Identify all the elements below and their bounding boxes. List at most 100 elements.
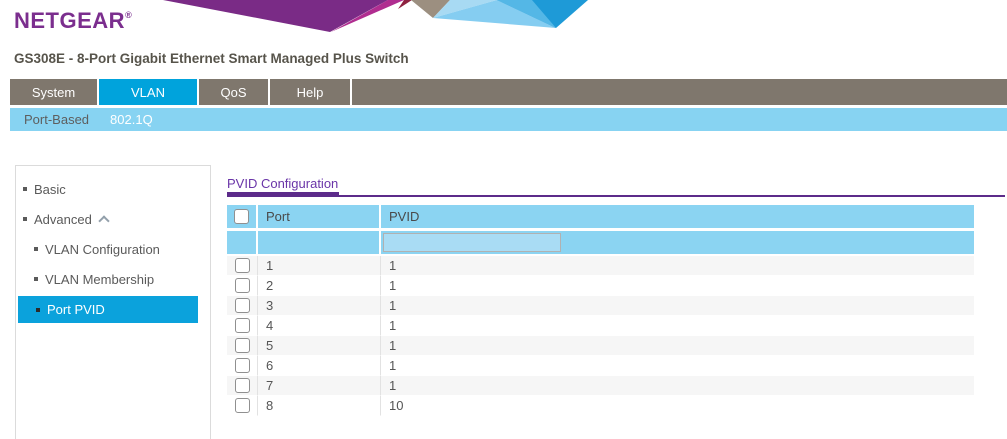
row-checkbox[interactable] bbox=[234, 318, 250, 333]
table-row: 8 10 bbox=[227, 396, 974, 416]
sub-nav: Port-Based 802.1Q bbox=[0, 108, 1007, 131]
row-checkbox[interactable] bbox=[234, 278, 250, 293]
pvid-filter-input[interactable] bbox=[383, 233, 561, 252]
pvid-value: 1 bbox=[389, 278, 397, 293]
pvid-value: 1 bbox=[389, 338, 397, 353]
sidebar-item-port-pvid[interactable]: Port PVID bbox=[18, 296, 198, 323]
nav-tab-vlan[interactable]: VLAN bbox=[99, 79, 197, 105]
row-cell-select bbox=[227, 256, 258, 276]
table-row: 3 1 bbox=[227, 296, 974, 316]
table-row: 5 1 bbox=[227, 336, 974, 356]
select-all-checkbox[interactable] bbox=[234, 209, 249, 224]
nav-tab-help[interactable]: Help bbox=[270, 79, 350, 105]
port-value: 5 bbox=[266, 338, 274, 353]
row-cell-port: 3 bbox=[258, 296, 381, 316]
port-value: 3 bbox=[266, 298, 274, 313]
table-body: 1 1 2 1 3 1 4 1 bbox=[227, 256, 974, 416]
bullet-icon bbox=[23, 187, 27, 191]
row-checkbox[interactable] bbox=[234, 338, 250, 353]
header-cell-select bbox=[227, 205, 258, 228]
filter-cell-pvid bbox=[381, 231, 974, 254]
row-cell-pvid: 1 bbox=[381, 256, 974, 276]
netgear-logo: NETGEAR® bbox=[14, 8, 132, 34]
row-cell-port: 7 bbox=[258, 376, 381, 396]
sidebar-item-advanced[interactable]: Advanced bbox=[16, 204, 210, 234]
table-row: 2 1 bbox=[227, 276, 974, 296]
sub-nav-bar: Port-Based 802.1Q bbox=[10, 108, 1007, 131]
sidebar-item-vlan-configuration[interactable]: VLAN Configuration bbox=[16, 234, 210, 264]
row-cell-select bbox=[227, 356, 258, 376]
row-cell-pvid: 1 bbox=[381, 276, 974, 296]
pvid-value: 1 bbox=[389, 378, 397, 393]
nav-tab-qos[interactable]: QoS bbox=[199, 79, 268, 105]
page-title: GS308E - 8-Port Gigabit Ethernet Smart M… bbox=[14, 51, 409, 66]
table-row: 6 1 bbox=[227, 356, 974, 376]
pvid-value: 1 bbox=[389, 298, 397, 313]
row-checkbox[interactable] bbox=[234, 358, 250, 373]
pvid-value: 1 bbox=[389, 358, 397, 373]
row-cell-port: 8 bbox=[258, 396, 381, 416]
row-cell-port: 2 bbox=[258, 276, 381, 296]
sidebar-item-vlan-membership[interactable]: VLAN Membership bbox=[16, 264, 210, 294]
row-cell-port: 4 bbox=[258, 316, 381, 336]
sidebar: Basic Advanced VLAN Configuration VLAN M… bbox=[15, 165, 211, 439]
row-cell-port: 6 bbox=[258, 356, 381, 376]
port-value: 8 bbox=[266, 398, 274, 413]
sidebar-item-label: VLAN Membership bbox=[45, 271, 155, 287]
table-header-row: Port PVID bbox=[227, 205, 974, 228]
nav-filler bbox=[352, 79, 1007, 105]
sidebar-item-label: Basic bbox=[34, 181, 66, 197]
row-cell-select bbox=[227, 296, 258, 316]
port-value: 1 bbox=[266, 258, 274, 273]
table-row: 4 1 bbox=[227, 316, 974, 336]
row-cell-pvid: 1 bbox=[381, 376, 974, 396]
section-heading: PVID Configuration bbox=[227, 176, 339, 191]
main-content: PVID Configuration Port PVID 1 1 bbox=[227, 176, 1005, 416]
row-cell-pvid: 10 bbox=[381, 396, 974, 416]
registered-mark: ® bbox=[125, 10, 133, 20]
bullet-icon bbox=[34, 247, 38, 251]
header-banner-graphic bbox=[163, 0, 588, 32]
header-cell-port: Port bbox=[258, 205, 381, 228]
netgear-logo-text: NETGEAR bbox=[14, 8, 126, 33]
top-nav: System VLAN QoS Help bbox=[0, 79, 1007, 105]
sidebar-item-label: Port PVID bbox=[47, 302, 105, 317]
row-cell-select bbox=[227, 316, 258, 336]
pvid-table: Port PVID 1 1 2 1 bbox=[227, 205, 974, 416]
row-cell-port: 1 bbox=[258, 256, 381, 276]
port-value: 4 bbox=[266, 318, 274, 333]
table-row: 7 1 bbox=[227, 376, 974, 396]
pvid-value: 1 bbox=[389, 318, 397, 333]
nav-tab-system[interactable]: System bbox=[10, 79, 97, 105]
filter-cell-port bbox=[258, 231, 381, 254]
row-checkbox[interactable] bbox=[234, 398, 250, 413]
row-checkbox[interactable] bbox=[234, 258, 250, 273]
pvid-value: 10 bbox=[389, 398, 404, 413]
row-cell-select bbox=[227, 396, 258, 416]
sidebar-item-label: Advanced bbox=[34, 211, 92, 227]
port-value: 7 bbox=[266, 378, 274, 393]
pvid-value: 1 bbox=[389, 258, 397, 273]
bullet-icon bbox=[34, 277, 38, 281]
port-value: 6 bbox=[266, 358, 274, 373]
table-row: 1 1 bbox=[227, 256, 974, 276]
chevron-up-icon bbox=[98, 215, 110, 227]
row-cell-select bbox=[227, 336, 258, 356]
subnav-item-8021q[interactable]: 802.1Q bbox=[110, 112, 153, 127]
filter-cell-select bbox=[227, 231, 258, 254]
port-value: 2 bbox=[266, 278, 274, 293]
bullet-icon bbox=[23, 217, 27, 221]
sidebar-item-basic[interactable]: Basic bbox=[16, 174, 210, 204]
sidebar-item-label: VLAN Configuration bbox=[45, 241, 160, 257]
row-cell-pvid: 1 bbox=[381, 356, 974, 376]
row-cell-pvid: 1 bbox=[381, 296, 974, 316]
row-checkbox[interactable] bbox=[234, 298, 250, 313]
row-checkbox[interactable] bbox=[234, 378, 250, 393]
bullet-icon bbox=[36, 307, 40, 312]
subnav-item-port-based[interactable]: Port-Based bbox=[24, 112, 90, 127]
heading-rule bbox=[227, 192, 1005, 197]
header-cell-pvid: PVID bbox=[381, 205, 974, 228]
row-cell-pvid: 1 bbox=[381, 316, 974, 336]
row-cell-pvid: 1 bbox=[381, 336, 974, 356]
row-cell-port: 5 bbox=[258, 336, 381, 356]
